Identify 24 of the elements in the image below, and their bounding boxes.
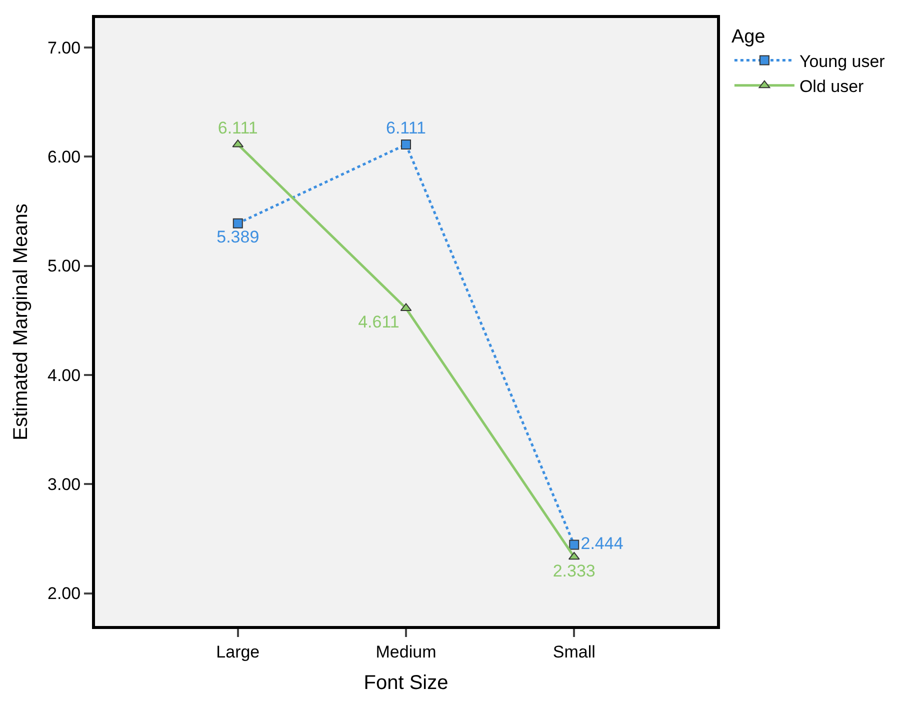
y-tick-label: 4.00 [48, 366, 81, 385]
point [569, 540, 580, 550]
legend-label: Young user [799, 52, 886, 71]
data-label: 5.389 [216, 228, 260, 247]
data-label: 2.444 [580, 534, 624, 554]
y-axis-title: Estimated Marginal Means [10, 204, 32, 440]
x-tick-label: Medium [376, 642, 436, 662]
legend-title: Age [731, 26, 766, 48]
point [401, 140, 411, 150]
x-axis-title: Font Size [364, 672, 448, 694]
data-label: 6.111 [386, 118, 426, 138]
legend-label: Old user [799, 76, 864, 96]
x-tick-label: Small [552, 642, 596, 662]
data-label: 4.611 [358, 312, 400, 332]
data-label: 6.111 [218, 118, 258, 138]
y-tick-label: 3.00 [48, 475, 81, 494]
point [568, 552, 580, 560]
x-tick-label: Large [216, 642, 260, 662]
y-tick-label: 6.00 [48, 148, 81, 167]
data-label: 2.333 [552, 561, 596, 580]
point [232, 218, 243, 228]
y-tick-label: 7.00 [48, 38, 81, 58]
y-tick-label: 2.00 [48, 584, 81, 604]
y-tick-label: 5.00 [48, 256, 81, 276]
